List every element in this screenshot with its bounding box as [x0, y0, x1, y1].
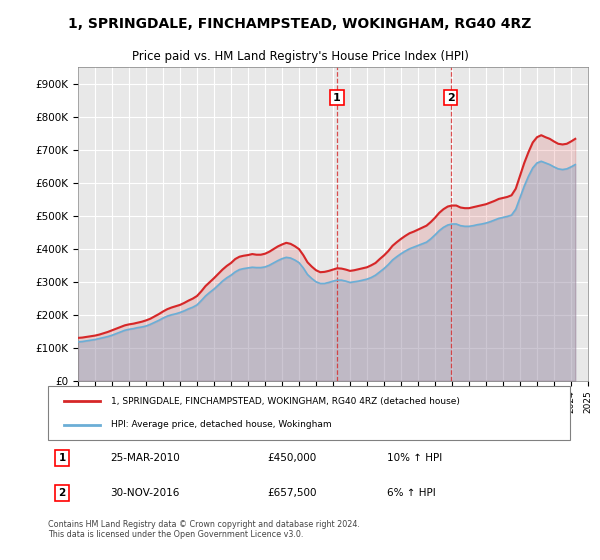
Text: 1: 1: [333, 92, 341, 102]
Text: 10% ↑ HPI: 10% ↑ HPI: [388, 453, 443, 463]
Text: HPI: Average price, detached house, Wokingham: HPI: Average price, detached house, Woki…: [110, 420, 331, 429]
FancyBboxPatch shape: [48, 386, 570, 440]
Text: £657,500: £657,500: [267, 488, 317, 498]
Text: 1, SPRINGDALE, FINCHAMPSTEAD, WOKINGHAM, RG40 4RZ (detached house): 1, SPRINGDALE, FINCHAMPSTEAD, WOKINGHAM,…: [110, 397, 460, 406]
Text: 6% ↑ HPI: 6% ↑ HPI: [388, 488, 436, 498]
Text: 2: 2: [58, 488, 65, 498]
Text: 25-MAR-2010: 25-MAR-2010: [110, 453, 181, 463]
Text: Contains HM Land Registry data © Crown copyright and database right 2024.
This d: Contains HM Land Registry data © Crown c…: [48, 520, 360, 539]
Text: £450,000: £450,000: [267, 453, 316, 463]
Text: 1: 1: [58, 453, 65, 463]
Text: 30-NOV-2016: 30-NOV-2016: [110, 488, 180, 498]
Text: 2: 2: [447, 92, 455, 102]
Text: Price paid vs. HM Land Registry's House Price Index (HPI): Price paid vs. HM Land Registry's House …: [131, 50, 469, 63]
Text: 1, SPRINGDALE, FINCHAMPSTEAD, WOKINGHAM, RG40 4RZ: 1, SPRINGDALE, FINCHAMPSTEAD, WOKINGHAM,…: [68, 17, 532, 31]
